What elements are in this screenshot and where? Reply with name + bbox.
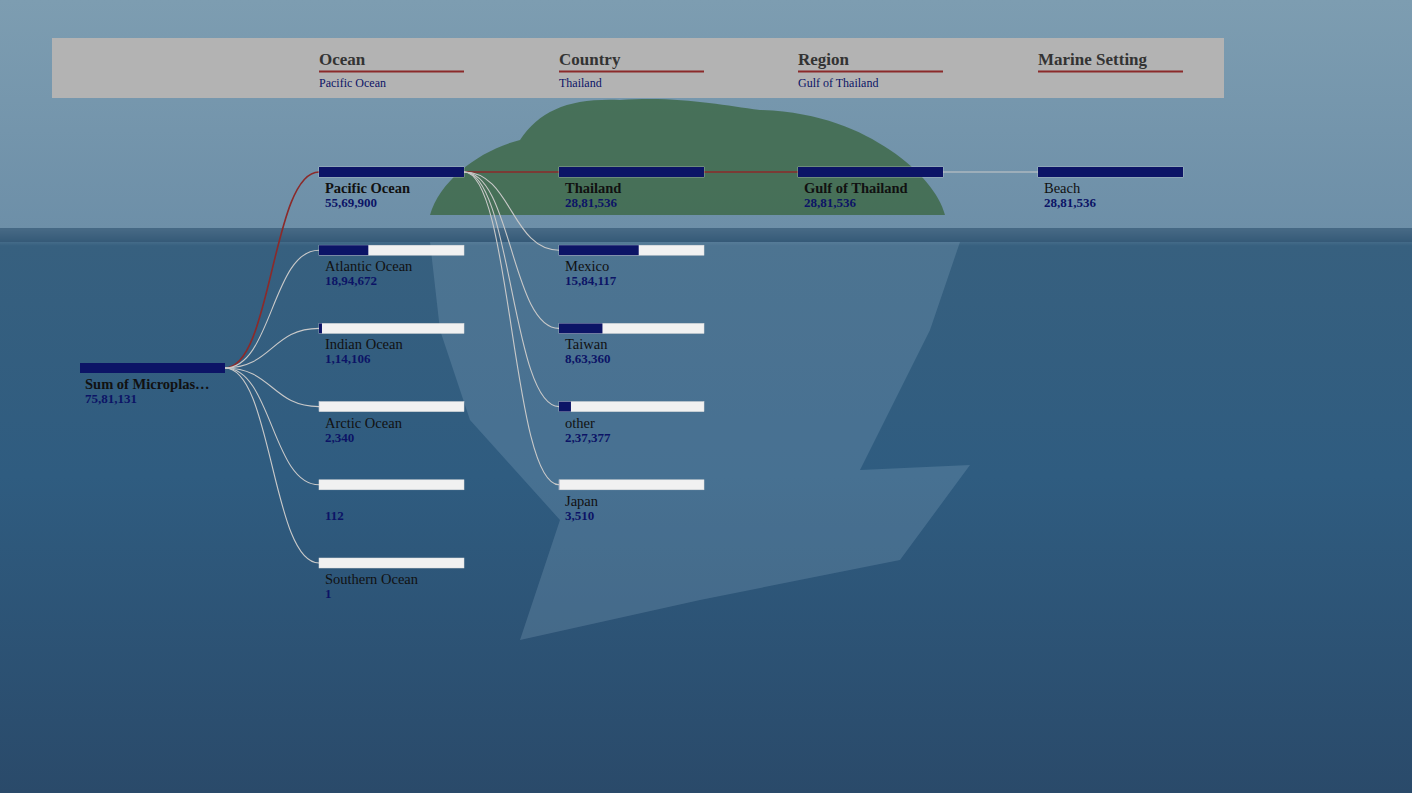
node-value: 112 [325, 508, 344, 523]
link [464, 171, 559, 173]
node-label: Arctic Ocean [325, 415, 403, 431]
node-label: Gulf of Thailand [804, 180, 908, 196]
node-value: 28,81,536 [804, 195, 857, 210]
header-box [52, 38, 1224, 98]
header-title[interactable]: Marine Setting [1038, 50, 1148, 69]
node-value: 28,81,536 [565, 195, 618, 210]
bar-track[interactable] [319, 245, 464, 255]
bar-track[interactable] [559, 167, 704, 177]
header-title[interactable]: Region [798, 50, 850, 69]
node-label: Southern Ocean [325, 571, 419, 587]
bar[interactable] [559, 480, 560, 490]
bar[interactable] [319, 323, 322, 333]
bar-track[interactable] [1038, 167, 1183, 177]
header-title[interactable]: Ocean [319, 50, 366, 69]
bar[interactable] [559, 402, 571, 412]
bar[interactable] [319, 402, 320, 412]
link [225, 368, 319, 563]
bar[interactable] [319, 558, 320, 568]
header-filter: Thailand [559, 76, 602, 90]
bar-track[interactable] [319, 402, 464, 412]
link [943, 171, 1038, 172]
bar[interactable] [559, 323, 602, 333]
header-filter: Gulf of Thailand [798, 76, 878, 90]
node-label: Thailand [565, 180, 621, 196]
node-label: Mexico [565, 258, 609, 274]
bar[interactable] [319, 167, 464, 177]
header-underline [559, 71, 704, 73]
link [225, 250, 319, 368]
link [464, 172, 559, 328]
chart: Ocean Pacific Ocean Country Thailand Region G… [0, 0, 1412, 793]
bar[interactable] [798, 167, 943, 177]
bar[interactable] [319, 245, 368, 255]
links [225, 172, 1038, 563]
node-label: Taiwan [565, 336, 608, 352]
bar-track[interactable] [319, 167, 464, 177]
node-value: 1,14,106 [325, 351, 371, 366]
node-value: 28,81,536 [1044, 195, 1097, 210]
bar-track[interactable] [798, 167, 943, 177]
node-value: 55,69,900 [325, 195, 377, 210]
bar-track[interactable] [319, 558, 464, 568]
node-value: 1 [325, 586, 332, 601]
bar-track[interactable] [559, 323, 704, 333]
bar[interactable] [1038, 167, 1183, 177]
waterline [0, 228, 1412, 242]
node-value: 8,63,360 [565, 351, 611, 366]
bar[interactable] [319, 480, 320, 490]
bar-track [80, 363, 225, 373]
root-bar[interactable] [80, 363, 225, 373]
header-underline [319, 71, 464, 73]
background [0, 0, 1412, 793]
node-value: 2,37,377 [565, 430, 611, 445]
bar-track[interactable] [319, 323, 464, 333]
bar-track[interactable] [559, 480, 704, 490]
node-label: Beach [1044, 180, 1081, 196]
root-label: Sum of Microplas… [85, 376, 210, 392]
node-label: other [565, 415, 595, 431]
header-title[interactable]: Country [559, 50, 621, 69]
header-underline [798, 71, 943, 73]
link [225, 328, 319, 368]
header-filter: Pacific Ocean [319, 76, 386, 90]
bar-track[interactable] [559, 245, 704, 255]
link [225, 172, 319, 368]
nodes: Pacific Ocean55,69,900 Atlantic Ocean18,9… [80, 167, 1183, 601]
link [464, 172, 559, 485]
link [225, 368, 319, 407]
node-value: 15,84,117 [565, 273, 617, 288]
bar[interactable] [559, 245, 639, 255]
node-value: 18,94,672 [325, 273, 377, 288]
node-label: Pacific Ocean [325, 180, 410, 196]
node-label: Japan [565, 493, 599, 509]
link [704, 171, 798, 173]
bar-track[interactable] [319, 480, 464, 490]
node-label: Atlantic Ocean [325, 258, 413, 274]
node-label: Indian Ocean [325, 336, 403, 352]
link [464, 172, 559, 407]
node-value: 2,340 [325, 430, 354, 445]
header-underline [1038, 71, 1183, 73]
iceberg [430, 242, 970, 640]
node-value: 3,510 [565, 508, 594, 523]
bar[interactable] [559, 167, 704, 177]
bar-track[interactable] [559, 402, 704, 412]
island [430, 99, 945, 215]
root-value: 75,81,131 [85, 391, 137, 406]
